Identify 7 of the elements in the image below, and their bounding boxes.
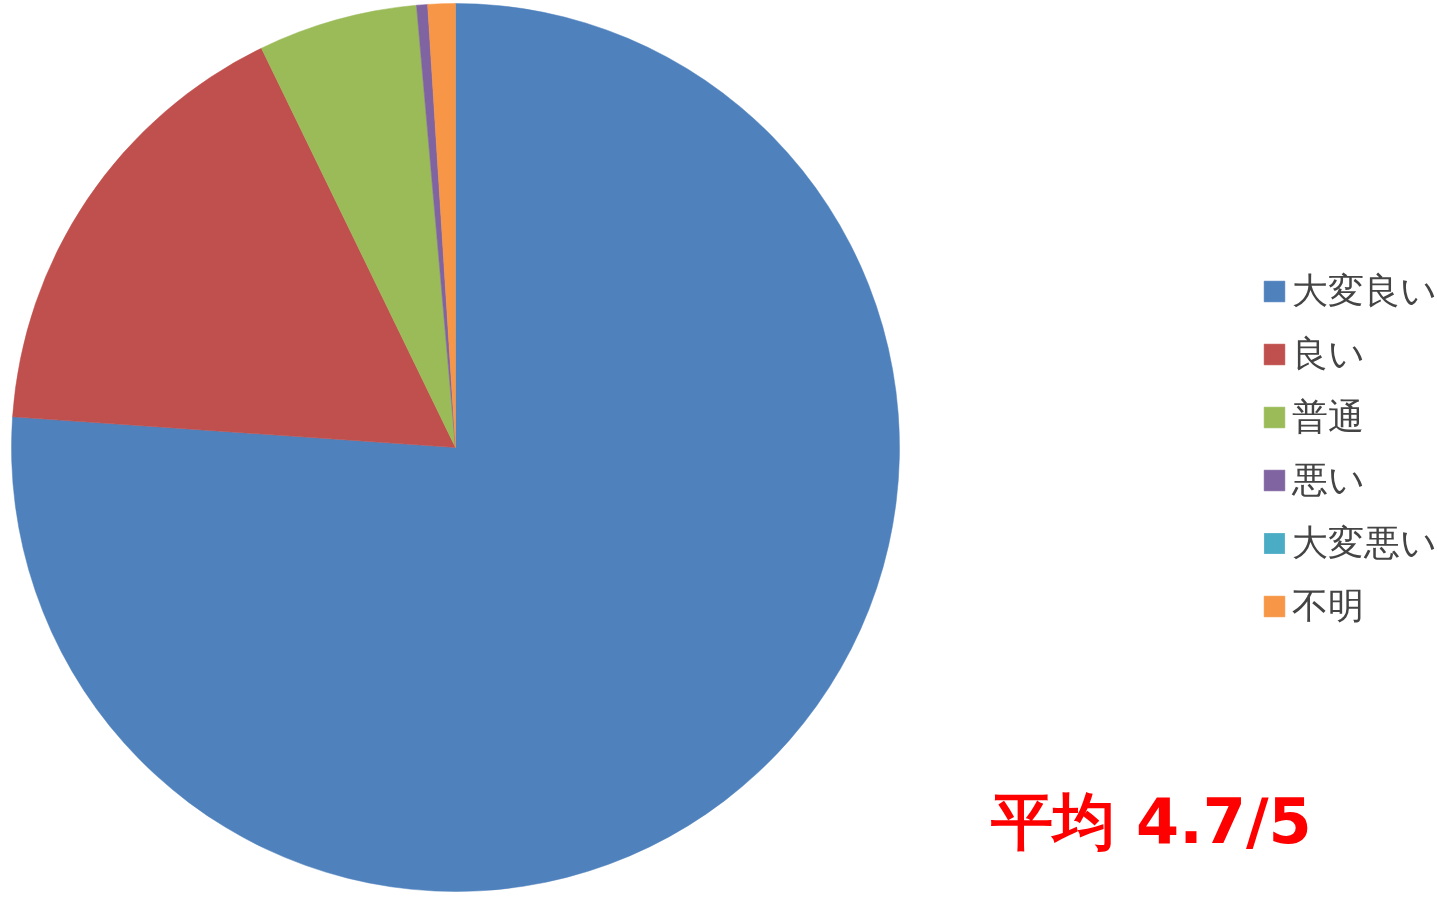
legend-label: 悪い — [1292, 457, 1365, 502]
legend-label: 良い — [1292, 331, 1365, 376]
legend-label: 大変悪い — [1292, 520, 1437, 565]
legend-label: 不明 — [1292, 583, 1364, 628]
legend-label: 大変良い — [1292, 268, 1437, 313]
legend-label: 普通 — [1292, 394, 1364, 439]
text: 平均 4.7/5 — [989, 784, 1312, 858]
